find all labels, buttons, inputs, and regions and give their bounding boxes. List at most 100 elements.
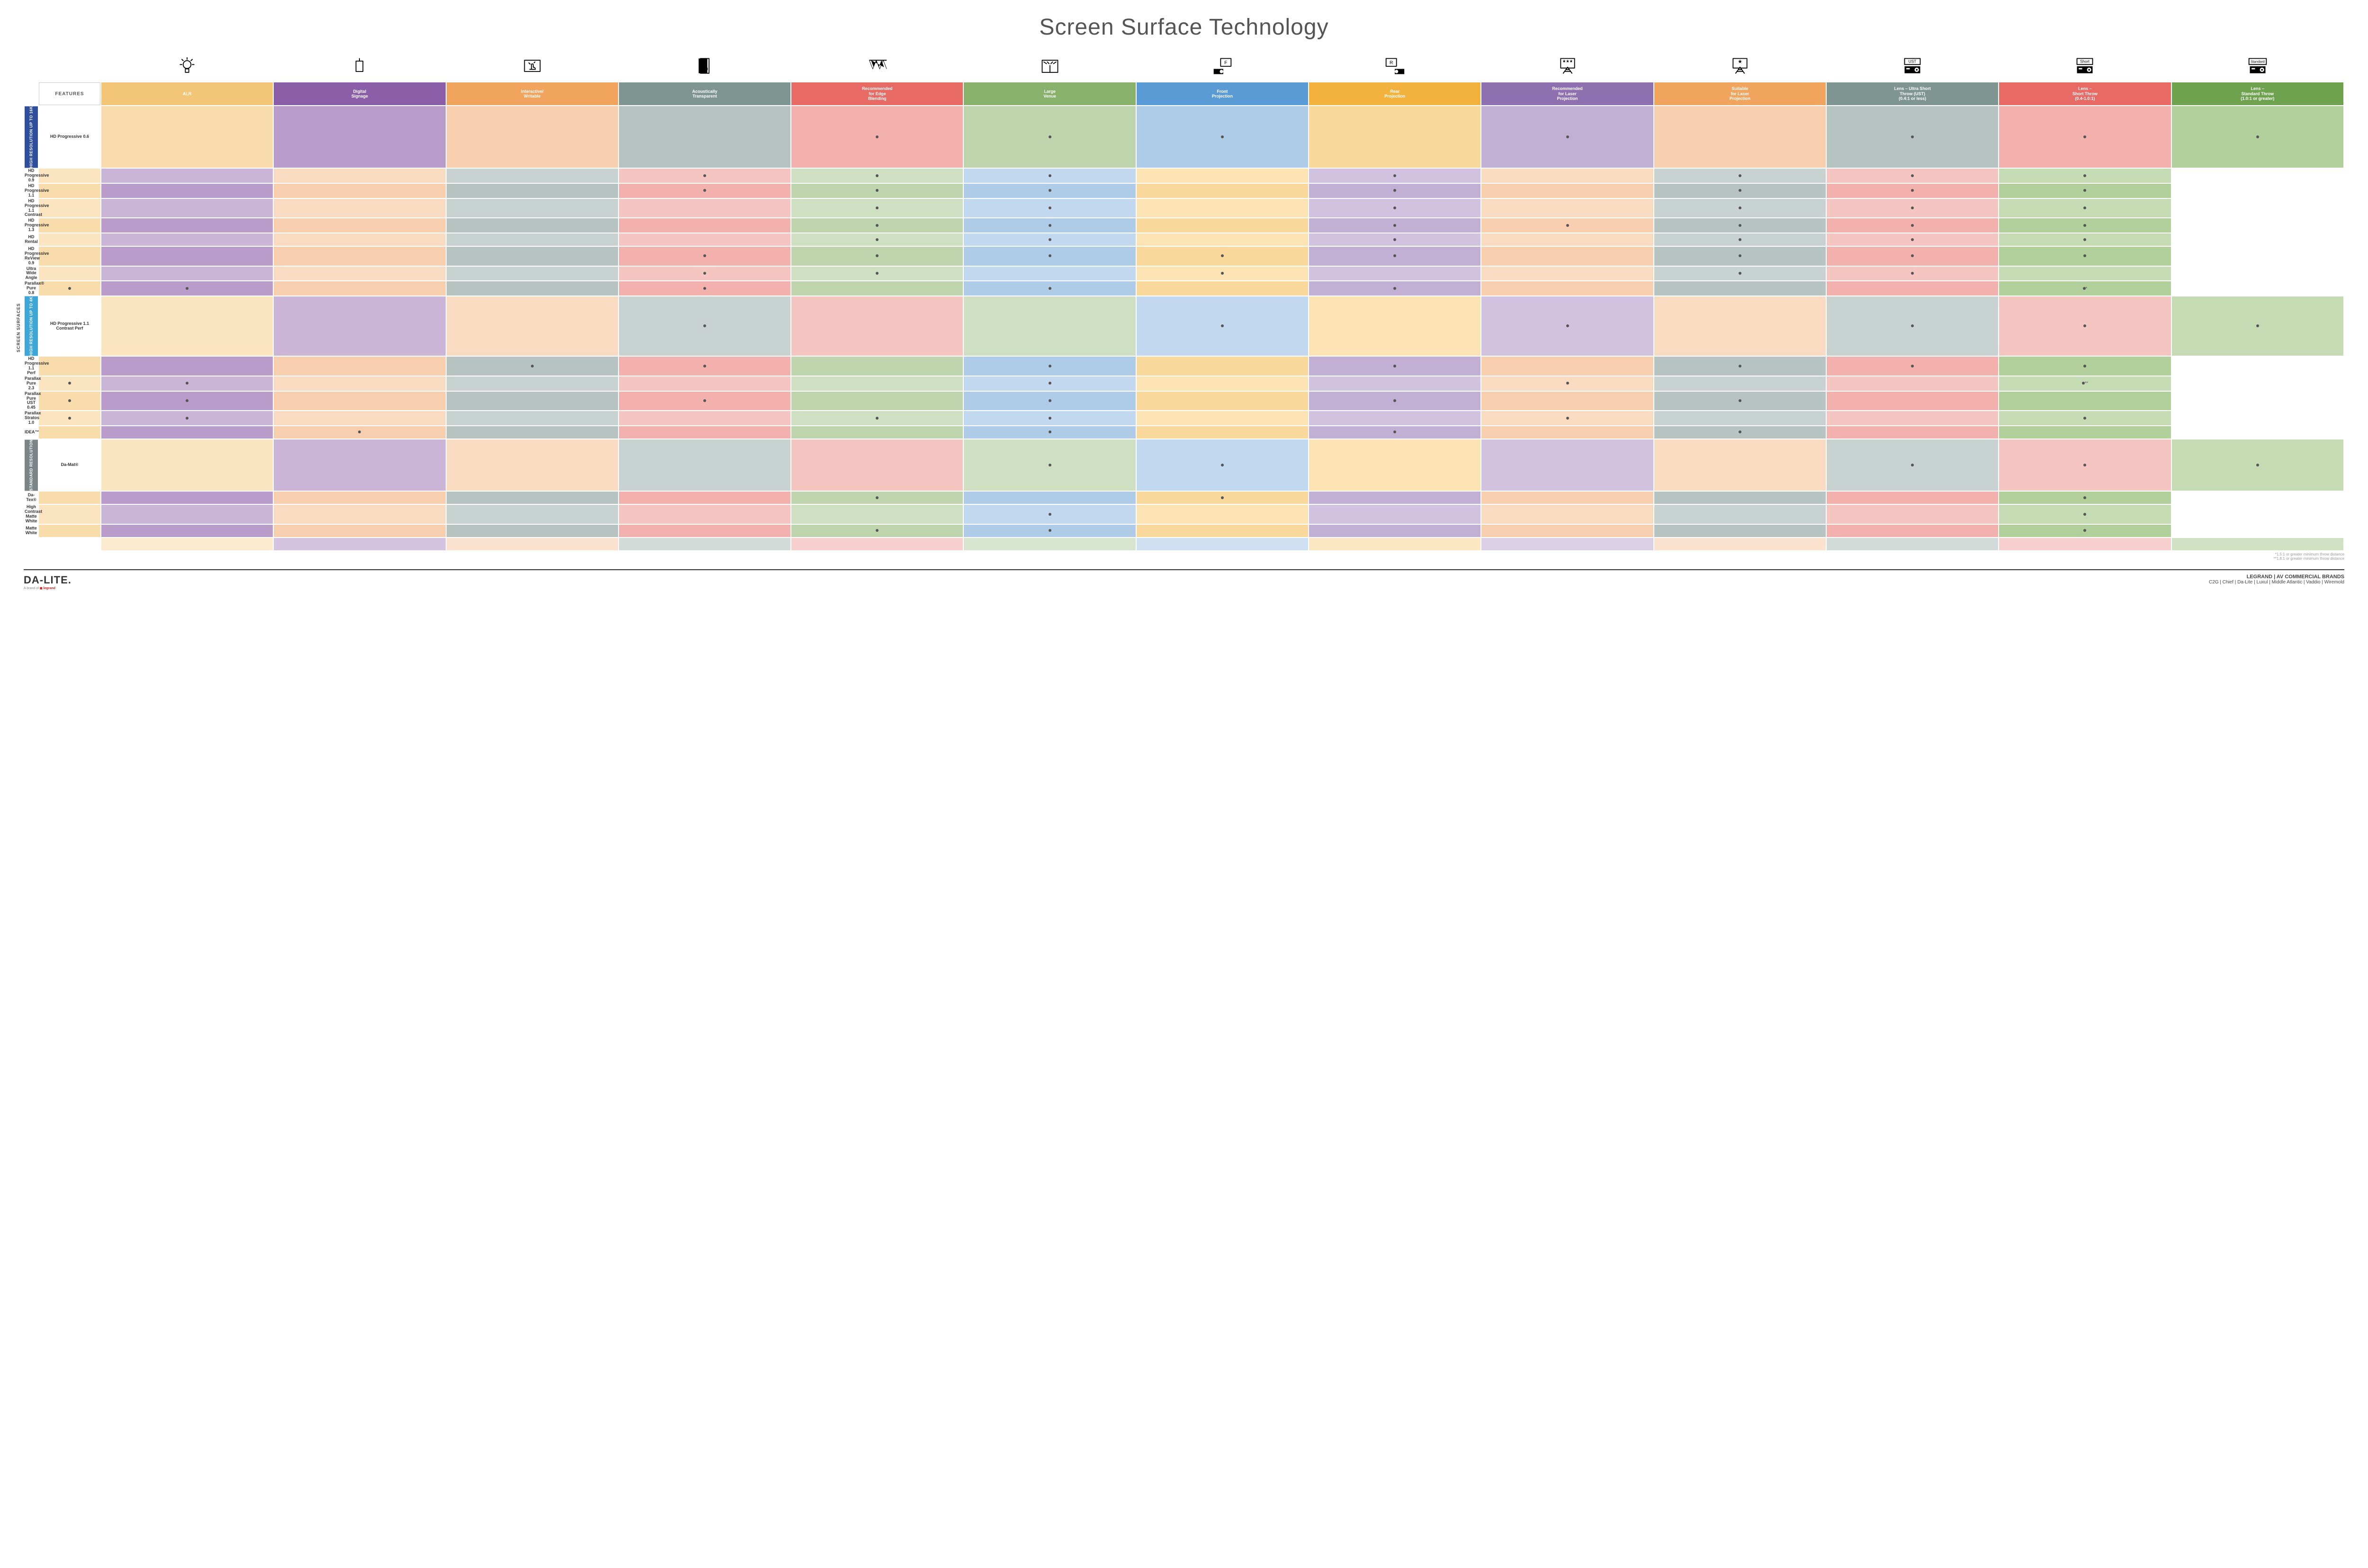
table-cell <box>1137 184 1308 198</box>
row-label: HD Rental <box>25 233 38 246</box>
table-cell <box>101 392 273 411</box>
table-cell <box>1654 247 1826 266</box>
table-cell <box>1481 505 1653 524</box>
table-cell <box>1827 233 1998 246</box>
table-cell <box>101 199 273 218</box>
table-cell <box>619 505 790 524</box>
row-label: IDEA™ <box>25 426 38 439</box>
table-cell <box>1827 392 1998 411</box>
table-cell <box>274 411 445 425</box>
table-cell <box>1654 411 1826 425</box>
comparison-table: FR★★★★USTShortStandardFEATURESALRDigital… <box>24 52 2344 551</box>
table-cell <box>39 376 100 391</box>
table-cell <box>791 426 963 439</box>
table-cell <box>619 538 790 550</box>
table-cell <box>1137 247 1308 266</box>
footer: DA-LITE. A brand of ◼ legrand LEGRAND | … <box>24 569 2344 590</box>
table-cell <box>447 218 618 233</box>
standard-icon: Standard <box>2172 53 2343 81</box>
table-cell <box>1999 218 2171 233</box>
table-cell <box>1654 106 1826 168</box>
table-cell <box>274 267 445 281</box>
svg-text:Short: Short <box>2081 59 2090 63</box>
table-cell <box>1481 296 1653 356</box>
table-cell <box>1481 281 1653 296</box>
page-title: Screen Surface Technology <box>24 14 2344 40</box>
table-cell <box>1481 392 1653 411</box>
table-cell <box>1827 106 1998 168</box>
row-label: Da-Tex® <box>25 492 38 504</box>
table-cell <box>1654 439 1826 491</box>
table-cell <box>101 281 273 296</box>
column-header: ALR <box>101 82 273 105</box>
table-cell <box>447 281 618 296</box>
table-cell <box>39 525 100 537</box>
table-cell <box>39 505 100 524</box>
table-cell <box>1309 411 1480 425</box>
row-label: Parallax Pure 2.3 <box>25 376 38 391</box>
table-cell <box>1481 106 1653 168</box>
table-cell <box>791 281 963 296</box>
table-cell <box>1999 439 2171 491</box>
table-cell <box>1309 426 1480 439</box>
row-label: HD Progressive ReView 0.9 <box>25 247 38 266</box>
table-cell <box>101 357 273 376</box>
table-cell <box>1654 199 1826 218</box>
side-label: SCREEN SURFACES <box>14 123 23 532</box>
table-cell <box>39 392 100 411</box>
table-cell <box>791 247 963 266</box>
table-cell <box>1654 267 1826 281</box>
svg-text:UST: UST <box>1909 59 1917 63</box>
table-cell <box>1137 357 1308 376</box>
table-cell <box>964 233 1135 246</box>
table-cell <box>791 439 963 491</box>
table-cell <box>1309 392 1480 411</box>
table-cell <box>964 357 1135 376</box>
table-cell <box>1654 505 1826 524</box>
table-cell <box>274 426 445 439</box>
table-cell <box>39 199 100 218</box>
table-cell <box>964 492 1135 504</box>
column-header: LargeVenue <box>964 82 1135 105</box>
table-cell <box>1481 538 1653 550</box>
svg-text:Standard: Standard <box>2251 59 2265 63</box>
table-cell <box>447 169 618 183</box>
table-cell <box>964 392 1135 411</box>
table-cell <box>1999 233 2171 246</box>
table-cell <box>1137 426 1308 439</box>
table-cell <box>447 199 618 218</box>
table-cell <box>791 267 963 281</box>
table-cell <box>274 106 445 168</box>
column-header: Lens –Standard Throw(1.0:1 or greater) <box>2172 82 2343 105</box>
table-cell <box>1309 247 1480 266</box>
row-label: HD Progressive 1.1Contrast Perf <box>39 296 100 356</box>
row-label: Ultra Wide Angle <box>25 267 38 281</box>
table-cell <box>447 357 618 376</box>
table-cell <box>1827 376 1998 391</box>
table-cell <box>1827 538 1998 550</box>
table-cell <box>964 281 1135 296</box>
table-cell <box>619 439 790 491</box>
table-cell <box>619 426 790 439</box>
table-cell <box>1137 376 1308 391</box>
touch-icon <box>447 53 618 81</box>
logo: DA-LITE. <box>24 574 72 586</box>
bulb-icon <box>101 53 273 81</box>
table-cell <box>39 233 100 246</box>
table-cell <box>1999 357 2171 376</box>
laserRec-icon: ★★★ <box>1481 53 1653 81</box>
table-cell <box>619 218 790 233</box>
table-cell <box>1999 199 2171 218</box>
table-cell <box>1309 505 1480 524</box>
table-cell <box>1999 525 2171 537</box>
table-cell <box>39 492 100 504</box>
table-cell: * <box>1999 281 2171 296</box>
column-header: AcousticallyTransparent <box>619 82 790 105</box>
column-header: Lens – Ultra ShortThrow (UST)(0.4:1 or l… <box>1827 82 1998 105</box>
table-cell <box>619 525 790 537</box>
table-cell <box>1309 106 1480 168</box>
table-cell <box>1309 538 1480 550</box>
table-cell <box>1481 492 1653 504</box>
column-header: FrontProjection <box>1137 82 1308 105</box>
table-cell <box>791 492 963 504</box>
